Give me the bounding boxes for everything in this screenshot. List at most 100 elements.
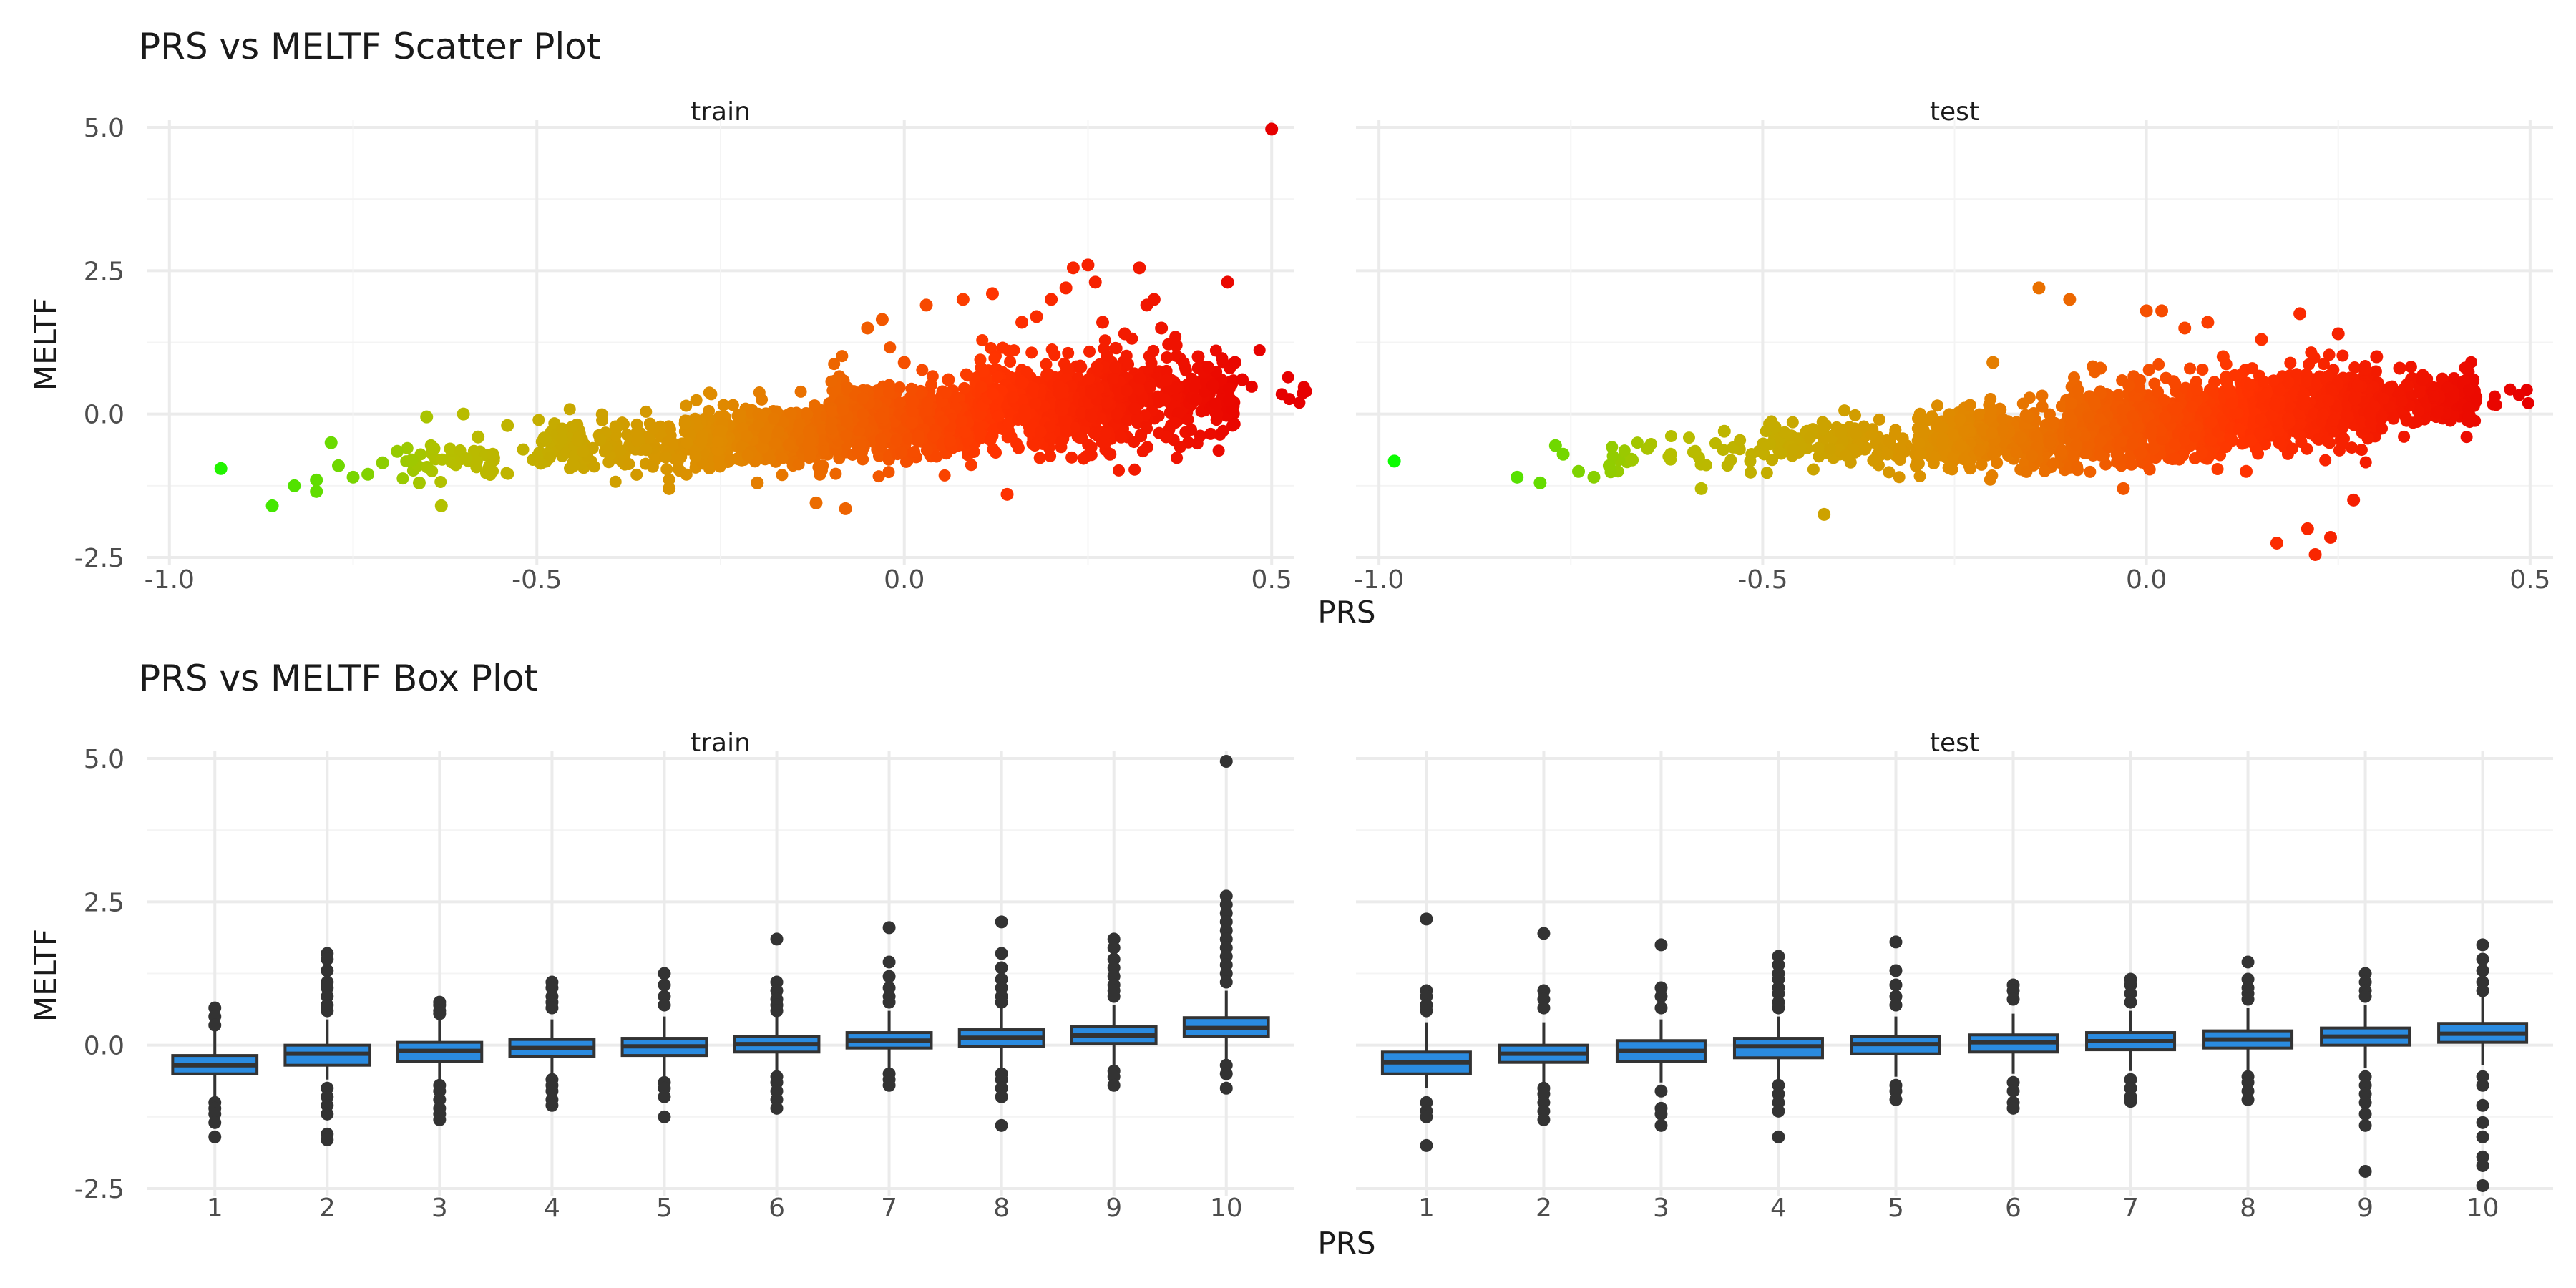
box-outlier xyxy=(658,1110,671,1123)
y-tick-label: 5.0 xyxy=(84,114,125,143)
scatter-point xyxy=(454,444,467,457)
box-outlier xyxy=(1420,1138,1433,1152)
scatter-point xyxy=(1807,463,1820,476)
scatter-point xyxy=(1029,397,1042,410)
scatter-point xyxy=(1253,344,1266,357)
scatter-point xyxy=(396,472,409,485)
scatter-point xyxy=(906,405,919,418)
scatter-point xyxy=(444,442,457,455)
box-outlier xyxy=(1654,1084,1668,1098)
scatter-point xyxy=(2094,449,2107,462)
scatter-point xyxy=(2296,398,2309,411)
scatter-point xyxy=(2117,414,2129,427)
scatter-point xyxy=(663,420,675,433)
scatter-point xyxy=(1766,454,1779,467)
scatter-point xyxy=(1040,358,1053,371)
scatter-point xyxy=(2021,411,2034,424)
scatter-point xyxy=(2170,404,2182,416)
scatter-point xyxy=(2293,307,2307,321)
scatter-point xyxy=(872,470,885,483)
scatter-point xyxy=(2359,363,2372,376)
scatter-point xyxy=(2331,400,2343,413)
scatter-point xyxy=(1005,430,1018,443)
scatter-point xyxy=(1913,437,1926,450)
box-outlier xyxy=(1654,1001,1668,1015)
scatter-point xyxy=(1717,444,1729,457)
scatter-point xyxy=(703,404,716,417)
box-outlier xyxy=(1537,1001,1551,1015)
scatter-point xyxy=(1181,413,1194,426)
scatter-point xyxy=(1090,361,1103,374)
box-outlier xyxy=(658,998,671,1012)
scatter-point xyxy=(1128,463,1141,476)
scatter-point xyxy=(401,441,414,454)
scatter-point xyxy=(1775,447,1787,460)
box-outlier xyxy=(208,1018,222,1032)
scatter-point xyxy=(1059,424,1072,437)
scatter-point xyxy=(1043,421,1056,434)
scatter-point xyxy=(1062,346,1075,359)
scatter-point xyxy=(1760,425,1772,438)
scatter-point xyxy=(643,431,655,444)
scatter-point xyxy=(1236,373,1249,386)
scatter-point xyxy=(1015,394,1028,407)
scatter-point xyxy=(1682,431,1695,444)
scatter-point xyxy=(1942,462,1955,474)
scatter-point xyxy=(2522,396,2534,409)
scatter-point xyxy=(2122,379,2135,392)
scatter-point xyxy=(588,460,601,473)
scatter-point xyxy=(942,373,955,386)
scatter-point xyxy=(1282,371,1294,384)
scatter-point xyxy=(1744,455,1757,468)
scatter-point xyxy=(2199,405,2212,418)
scatter-point xyxy=(690,394,703,406)
scatter-point xyxy=(486,447,499,461)
scatter-point xyxy=(2253,426,2266,439)
scatter-point xyxy=(2016,397,2029,410)
scatter-point xyxy=(2224,388,2237,401)
scatter-point xyxy=(1158,394,1171,406)
scatter-point xyxy=(1913,470,1926,483)
box-outlier xyxy=(995,1090,1008,1103)
scatter-point xyxy=(2336,349,2349,362)
scatter-point xyxy=(680,436,693,449)
x-tick-label: 10 xyxy=(2467,1194,2499,1223)
scatter-point xyxy=(1228,418,1241,431)
scatter-points xyxy=(1387,281,2534,561)
scatter-point xyxy=(1065,451,1078,464)
scatter-point xyxy=(1838,404,1851,417)
scatter-point xyxy=(2393,361,2406,375)
scatter-point xyxy=(2094,361,2107,375)
scatter-point xyxy=(990,447,1002,459)
scatter-point xyxy=(2311,379,2323,391)
scatter-point xyxy=(890,434,903,447)
scatter-point xyxy=(1228,356,1241,369)
scatter-point xyxy=(1893,441,1906,454)
scatter-point xyxy=(1045,293,1058,306)
scatter-point xyxy=(2055,444,2068,457)
scatter-point xyxy=(974,353,987,366)
scatter-point xyxy=(2460,431,2473,444)
scatter-point xyxy=(659,451,672,464)
scatter-point xyxy=(1115,431,1128,444)
scatter-point xyxy=(841,381,854,394)
box-outlier xyxy=(1219,1081,1233,1095)
scatter-point xyxy=(1190,394,1203,406)
scatter-point xyxy=(567,449,580,462)
scatter-point xyxy=(1533,476,1547,489)
scatter-point xyxy=(2015,431,2028,444)
scatter-point xyxy=(818,444,831,457)
scatter-point xyxy=(2184,362,2197,375)
scatter-point xyxy=(2224,431,2237,444)
scatter-point xyxy=(571,434,584,447)
scatter-point xyxy=(2265,409,2278,422)
scatter-point xyxy=(1191,350,1205,364)
x-tick-label: 1 xyxy=(1418,1194,1435,1223)
scatter-point xyxy=(2169,452,2182,465)
scatter-point xyxy=(2273,384,2286,397)
scatter-point xyxy=(741,449,754,462)
x-tick-label: -0.5 xyxy=(1737,565,1787,595)
box-outlier xyxy=(995,995,1008,1009)
